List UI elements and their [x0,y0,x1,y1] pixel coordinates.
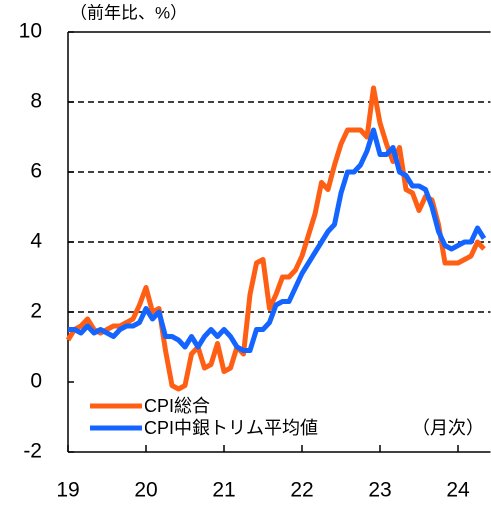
legend-box [76,393,454,441]
x-tick-label: 20 [134,479,157,502]
x-tick-label: 23 [368,479,391,502]
x-tick-label: 24 [446,479,470,502]
legend-label: CPI総合 [144,396,210,416]
x-tick-label: 19 [56,479,79,502]
x-tick-label: 22 [290,479,313,502]
x-tick-label: 21 [212,479,235,502]
annotation: （月次） [412,418,484,438]
y-tick-label: 10 [19,20,42,43]
y-tick-label: 4 [30,230,42,253]
series-line [68,127,487,353]
y-tick-label: 8 [30,90,42,113]
y-tick-label: -2 [23,440,42,463]
series-line [65,85,486,392]
y-tick-label: 0 [30,370,42,393]
legend-label: CPI中銀トリム平均値 [144,418,318,438]
unit-label: （前年比、%） [70,3,187,22]
y-tick-label: 6 [30,160,42,183]
y-tick-label: 2 [30,300,42,323]
